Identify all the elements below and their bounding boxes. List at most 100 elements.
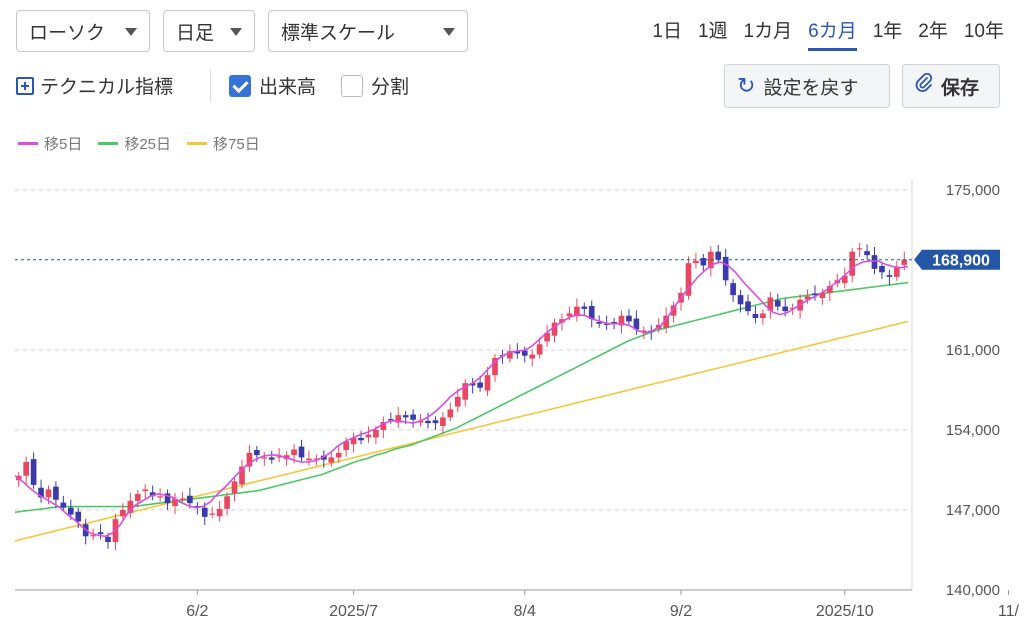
tab-1y[interactable]: 1年: [872, 21, 903, 42]
candle-body: [313, 458, 320, 460]
candle-body: [291, 449, 297, 456]
y-tick-label: 140,000: [946, 582, 1000, 599]
candle-body: [164, 493, 171, 504]
candle-body: [335, 452, 342, 458]
tab-1m[interactable]: 1カ月: [743, 21, 793, 42]
candle-body: [544, 332, 550, 342]
candle-body: [827, 286, 833, 293]
legend-swatch-ma25: [98, 142, 119, 145]
candle-body: [529, 354, 536, 359]
candle-body: [670, 305, 677, 316]
reset-label: 設定を戻す: [763, 77, 859, 99]
technical-indicators-button[interactable]: テクニカル指標: [16, 72, 173, 99]
candle-body: [841, 275, 848, 284]
volume-checkbox[interactable]: 出来高: [229, 72, 316, 99]
ma75-line: [14, 320, 909, 542]
chevron-down-icon: [125, 28, 137, 36]
tab-10y[interactable]: 10年: [963, 21, 1004, 42]
candle-body: [276, 456, 283, 458]
candle-body: [90, 535, 96, 537]
candle-body: [804, 296, 811, 300]
split-label: 分割: [371, 77, 410, 98]
candle-body: [395, 415, 402, 423]
x-tick-label: 9/2: [670, 603, 692, 620]
candle-body: [224, 496, 230, 509]
candle-body: [268, 457, 275, 460]
tab-2y[interactable]: 2年: [918, 21, 948, 42]
candle-body: [782, 306, 789, 312]
reset-settings-button[interactable]: ↻ 設定を戻す: [724, 64, 890, 108]
candle-body: [447, 409, 454, 418]
tab-1d[interactable]: 1日: [652, 21, 682, 42]
candle-body: [603, 323, 610, 325]
candle-body: [134, 494, 141, 501]
candle-body: [894, 267, 900, 277]
volume-label: 出来高: [259, 77, 317, 98]
x-tick-label: 2025/10: [816, 603, 874, 620]
candle-body: [127, 500, 134, 513]
ma5-line: [14, 260, 909, 538]
chart-type-value: ローソク: [29, 22, 106, 44]
candle-body: [105, 536, 111, 542]
candle-body: [611, 322, 617, 324]
x-tick-label: 2025/7: [329, 603, 378, 620]
candle-body: [440, 417, 446, 426]
candle-body: [849, 251, 856, 276]
candle-body: [626, 315, 632, 322]
tab-1w[interactable]: 1週: [697, 21, 728, 42]
candle-body: [886, 275, 893, 277]
candle-body: [298, 446, 305, 458]
candle-body: [246, 452, 253, 467]
candle-body: [172, 498, 178, 506]
candle-body: [767, 297, 774, 311]
technical-indicators-label: テクニカル指標: [40, 77, 174, 98]
candle-body: [551, 322, 558, 336]
plus-box-icon: [16, 76, 34, 95]
interval-select[interactable]: 日足: [163, 10, 255, 52]
legend-swatch-ma5: [18, 142, 38, 145]
candle-body: [789, 307, 796, 309]
candle-body: [581, 306, 588, 309]
candle-body: [365, 434, 372, 438]
period-tabs: 1日 1週 1カ月 6カ月 1年 2年 10年: [636, 16, 1004, 51]
candle-body: [693, 260, 699, 264]
candle-body: [864, 251, 870, 256]
y-tick-label: 154,000: [946, 422, 1000, 439]
candle-body: [574, 306, 580, 317]
candle-body: [737, 295, 744, 305]
legend-item-ma5: 移5日: [18, 133, 82, 154]
scale-select[interactable]: 標準スケール: [268, 10, 468, 52]
candle-body: [774, 300, 781, 307]
candle-body: [45, 489, 52, 498]
tab-6m[interactable]: 6カ月: [808, 16, 857, 51]
candle-body: [752, 314, 759, 318]
candle-body: [187, 495, 193, 504]
x-tick-label: 11/: [998, 603, 1020, 620]
y-tick-label: 147,000: [946, 502, 1000, 519]
save-button[interactable]: 保存: [902, 64, 1000, 108]
candle-body: [596, 322, 602, 324]
candle-body: [261, 457, 268, 459]
paperclip-icon: [915, 72, 933, 99]
split-checkbox[interactable]: 分割: [341, 72, 409, 99]
candle-body: [97, 532, 104, 534]
candle-body: [484, 375, 491, 391]
candle-body: [507, 351, 513, 359]
candle-body: [149, 492, 156, 497]
refresh-icon: ↻: [737, 73, 756, 98]
candle-body: [462, 383, 469, 400]
chart-type-select[interactable]: ローソク: [16, 10, 150, 52]
legend-swatch-ma75: [187, 142, 208, 145]
candle-body: [53, 486, 59, 500]
x-tick-label: 6/2: [186, 603, 208, 620]
candle-body: [901, 259, 908, 265]
candle-body: [30, 459, 37, 485]
x-tick-label: 8/4: [514, 603, 536, 620]
candle-body: [663, 315, 669, 328]
candle-body: [856, 248, 863, 250]
candle-body: [157, 496, 163, 498]
candle-body: [417, 420, 424, 423]
candle-body: [343, 441, 349, 450]
candle-body: [722, 256, 729, 281]
candle-body: [142, 489, 149, 492]
